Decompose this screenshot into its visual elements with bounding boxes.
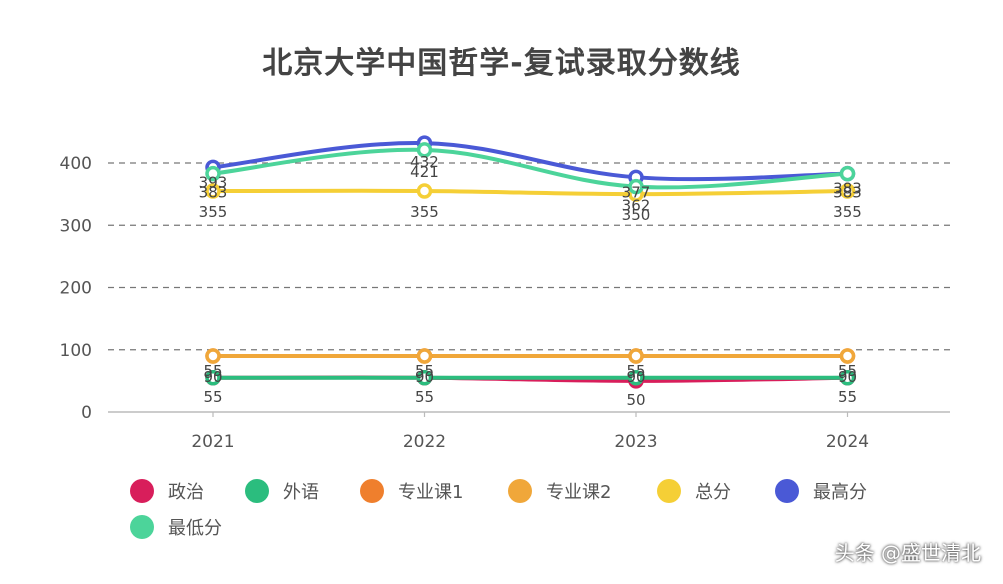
data-label: 55 — [203, 362, 222, 380]
data-label: 350 — [622, 206, 651, 224]
legend-item[interactable]: 最高分 — [775, 478, 867, 504]
series-points — [205, 135, 856, 389]
legend-item[interactable]: 最低分 — [130, 514, 222, 540]
data-label: 90 — [626, 368, 645, 386]
legend-label: 专业课2 — [546, 482, 612, 503]
y-tick-label: 200 — [60, 279, 92, 299]
chart-title: 北京大学中国哲学-复试录取分数线 — [262, 46, 741, 81]
series-line-4 — [212, 188, 848, 197]
y-tick-label: 0 — [81, 403, 92, 423]
series-6-point — [839, 165, 856, 182]
axes: 0 100 200 300 400 2021 2022 2023 2024 — [60, 154, 950, 452]
legend-label: 外语 — [283, 482, 319, 503]
x-tick-label: 2022 — [403, 432, 446, 452]
watermark: 头条 @盛世清北 — [834, 541, 981, 565]
legend-swatch — [130, 515, 154, 539]
data-label: 432 — [410, 153, 439, 171]
series-3-point — [628, 348, 644, 364]
data-label: 355 — [833, 203, 862, 221]
series-1-point — [416, 370, 433, 386]
data-label: 383 — [833, 180, 862, 198]
series-4-point — [839, 183, 856, 199]
series-6-point — [416, 142, 433, 158]
series-3-point — [839, 348, 856, 364]
data-label: 55 — [203, 388, 222, 406]
series-4-point — [416, 183, 433, 199]
data-label: 50 — [626, 391, 645, 409]
data-label: 383 — [199, 184, 228, 202]
series-lines — [212, 141, 848, 383]
data-label: 377 — [622, 183, 651, 201]
series-6-point — [628, 178, 644, 195]
data-label: 55 — [626, 362, 645, 380]
x-tick-label: 2024 — [826, 432, 869, 452]
legend-swatch — [130, 479, 154, 503]
series-1-point — [839, 370, 856, 386]
y-tick-label: 400 — [60, 154, 92, 174]
grid-lines — [108, 162, 950, 351]
legend-label: 总分 — [695, 482, 731, 503]
series-3-point — [416, 348, 433, 364]
series-1-point — [205, 370, 221, 386]
series-6-point — [205, 165, 221, 182]
legend-item[interactable]: 外语 — [245, 478, 319, 504]
data-label: 55 — [838, 362, 857, 380]
legend-label: 专业课1 — [398, 482, 464, 503]
legend-label: 最高分 — [813, 482, 867, 503]
data-label: 362 — [622, 197, 651, 215]
data-label: 393 — [199, 173, 228, 191]
legend-swatch — [657, 479, 681, 503]
legend-item[interactable]: 政治 — [130, 478, 204, 504]
legend-item[interactable]: 专业课2 — [508, 478, 611, 504]
x-tick-label: 2023 — [614, 432, 657, 452]
data-label: 383 — [833, 184, 862, 202]
series-line-6 — [212, 147, 848, 190]
legend-swatch — [508, 479, 532, 503]
data-label: 355 — [410, 203, 439, 221]
data-labels: 55 55 50 55 55 55 55 55 355 355 350 355 393 432 377 383… — [199, 153, 862, 409]
legend-label: 最低分 — [168, 518, 222, 539]
legend-swatch — [360, 479, 384, 503]
x-tick-label: 2021 — [191, 432, 234, 452]
data-label: 90 — [203, 368, 222, 386]
y-tick-label: 300 — [60, 216, 92, 236]
data-label: 355 — [199, 203, 228, 221]
data-label: 90 — [415, 368, 434, 386]
data-label: 90 — [838, 368, 857, 386]
series-1-point — [628, 370, 644, 386]
legend-swatch — [775, 479, 799, 503]
data-label: 55 — [415, 388, 434, 406]
legend-item[interactable]: 总分 — [657, 478, 731, 504]
legend-label: 政治 — [168, 482, 204, 503]
series-line-5 — [212, 141, 848, 182]
legend-swatch — [245, 479, 269, 503]
data-label: 55 — [838, 388, 857, 406]
data-label: 421 — [410, 163, 439, 181]
legend-item[interactable]: 专业课1 — [360, 478, 463, 504]
data-label: 55 — [415, 362, 434, 380]
y-tick-label: 100 — [60, 341, 92, 361]
series-4-point — [205, 183, 221, 199]
series-3-point — [205, 348, 221, 364]
